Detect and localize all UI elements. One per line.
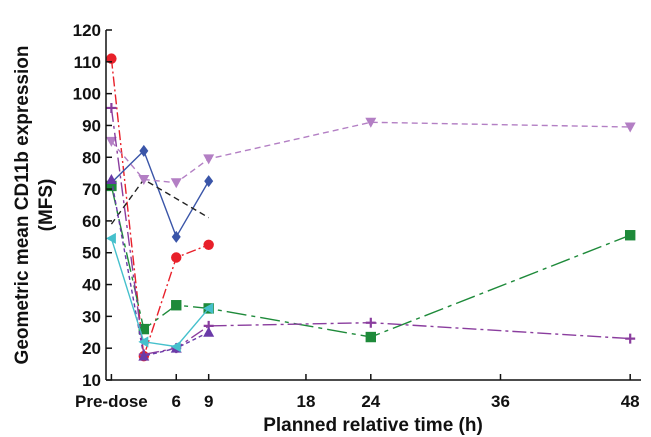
y-tick-label: 30 xyxy=(82,307,101,326)
y-axis-title-line1: Geometric mean CD11b expression xyxy=(12,46,33,365)
data-point-green-square xyxy=(106,180,117,192)
data-point-lilac-triangle-down xyxy=(138,175,150,186)
data-point-blue-diamond xyxy=(171,230,181,243)
y-tick-label: 80 xyxy=(82,148,101,167)
data-point-cyan-triangle-left xyxy=(170,341,181,353)
data-point-purple-triangle-up xyxy=(138,350,150,361)
data-point-cyan-triangle-left xyxy=(105,232,116,244)
data-point-lilac-triangle-down xyxy=(170,178,182,189)
series-layer xyxy=(105,53,636,362)
data-point-cyan-triangle-left xyxy=(203,302,214,314)
series-line-lilac-triangle-down xyxy=(110,121,631,184)
axes-layer: 10 20 30 40 50 60 70 80 90 100 110 120 Pre-dose 6 9 18 2… xyxy=(73,21,641,411)
data-point-lilac-triangle-down xyxy=(624,122,636,133)
x-tick-label: 24 xyxy=(361,392,380,411)
series-line-purple-triangle-up xyxy=(110,179,210,357)
y-tick-label: 120 xyxy=(73,21,101,40)
y-tick-label: 20 xyxy=(82,339,101,358)
series-line-cyan-triangle-left xyxy=(110,238,210,348)
data-point-purple-plus xyxy=(625,333,636,344)
data-point-green-square xyxy=(624,230,636,241)
x-tick-label: 6 xyxy=(172,392,181,411)
x-tick-label: Pre-dose xyxy=(75,392,148,411)
x-tick-label: 48 xyxy=(621,392,640,411)
x-axis-title: Planned relative time (h) xyxy=(263,415,483,436)
x-tick-label: 18 xyxy=(296,392,315,411)
data-point-cyan-triangle-left xyxy=(138,336,149,348)
series-line-purple-plus xyxy=(110,107,631,356)
x-tick-label: 36 xyxy=(491,392,510,411)
y-tick-label: 110 xyxy=(74,53,101,72)
data-point-purple-triangle-up xyxy=(203,326,215,337)
y-tick-label: 10 xyxy=(82,371,101,390)
data-point-red-circle xyxy=(203,239,214,250)
y-tick-label: 100 xyxy=(73,85,101,104)
data-point-lilac-triangle-down xyxy=(365,117,377,128)
data-point-purple-triangle-up xyxy=(105,174,117,185)
data-point-purple-plus xyxy=(106,102,117,113)
series-line-red-circle xyxy=(110,58,209,357)
series-red-circle xyxy=(106,53,214,362)
series-lilac-triangle-down xyxy=(105,117,636,189)
data-point-purple-plus xyxy=(365,317,376,328)
x-tick-label: 9 xyxy=(204,392,213,411)
data-point-green-square xyxy=(138,323,150,335)
data-point-green-square xyxy=(171,300,182,311)
y-tick-label: 40 xyxy=(82,276,101,295)
series-purple-plus xyxy=(106,102,636,360)
series-line-green-square xyxy=(110,185,631,338)
y-tick-label: 60 xyxy=(82,212,101,231)
data-point-green-square xyxy=(365,331,376,343)
y-tick-label: 50 xyxy=(82,244,101,263)
y-axis-title-line2: (MFS) xyxy=(36,179,57,232)
data-point-blue-diamond xyxy=(139,144,149,157)
data-point-lilac-triangle-down xyxy=(203,154,215,165)
data-point-lilac-triangle-down xyxy=(105,136,117,147)
y-tick-label: 90 xyxy=(82,116,101,135)
data-point-red-circle xyxy=(171,252,182,263)
series-cyan-triangle-left xyxy=(105,232,214,353)
y-tick-label: 70 xyxy=(82,180,101,199)
series-line-blue-diamond xyxy=(110,149,210,239)
data-point-blue-diamond xyxy=(204,175,214,188)
